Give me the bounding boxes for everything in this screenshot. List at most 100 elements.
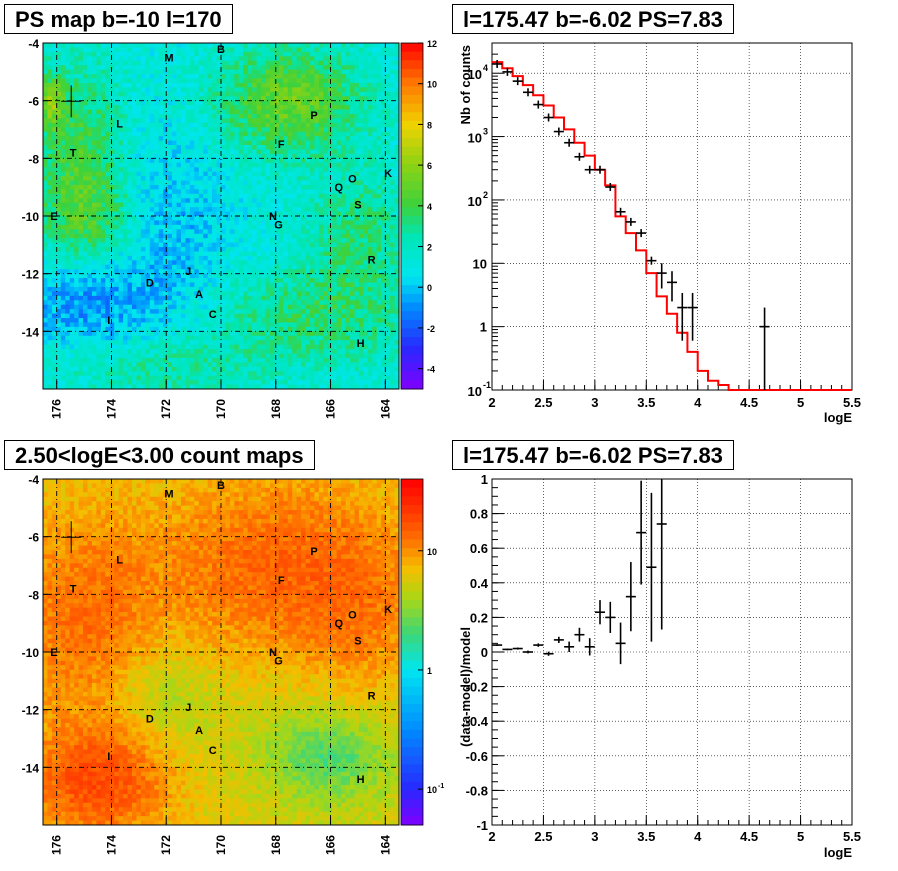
colorbar-segment	[401, 634, 423, 644]
colorbar-segment	[401, 172, 423, 182]
source-label-o: O	[348, 174, 357, 186]
data-point	[687, 292, 698, 341]
y-tick-label: -10	[22, 646, 40, 660]
y-tick-label: -4	[28, 37, 39, 51]
colorbar-segment	[401, 522, 423, 532]
source-label-j: J	[185, 266, 191, 278]
data-point	[595, 165, 605, 174]
colorbar-segment	[401, 241, 423, 252]
y-tick-label: 10	[468, 131, 482, 146]
colorbar-tick-label: 10	[427, 785, 437, 795]
colorbar-frame	[400, 478, 424, 826]
x-tick-label: 174	[104, 399, 118, 419]
x-tick-label: 176	[50, 399, 64, 419]
residual-point	[533, 643, 544, 647]
colorbar-segment	[401, 328, 423, 338]
source-label-g: G	[274, 656, 283, 668]
residual-point	[523, 650, 533, 654]
colorbar-segment	[401, 626, 423, 636]
colorbar-segment	[401, 738, 423, 748]
source-label-m: M	[164, 488, 173, 500]
source-label-i: I	[107, 315, 110, 327]
colorbar-segment	[401, 695, 423, 705]
colorbar-tick-exponent: -1	[438, 783, 444, 790]
source-label-b: B	[217, 480, 225, 492]
source-label-f: F	[278, 139, 285, 151]
colorbar-segment	[401, 781, 423, 791]
colorbar-segment	[401, 539, 423, 549]
data-point	[615, 207, 626, 216]
source-label-h: H	[357, 338, 365, 350]
source-label-c: C	[209, 745, 217, 757]
source-label-k: K	[384, 168, 392, 180]
source-label-k: K	[384, 604, 392, 616]
colorbar-segment	[401, 721, 423, 731]
colorbar-tick-label: 1	[427, 666, 432, 676]
count_map-grid	[43, 479, 399, 825]
colorbar-segment	[401, 319, 423, 329]
colorbar-segment	[401, 103, 423, 113]
x-tick-label: 166	[324, 835, 338, 855]
y-tick-label: -0.6	[466, 749, 488, 764]
colorbar-segment	[401, 608, 423, 618]
residual-point	[502, 648, 513, 651]
colorbar-segment	[401, 60, 423, 70]
spectrum-grid	[492, 43, 852, 390]
colorbar-segment	[401, 643, 423, 653]
data-point	[656, 263, 667, 289]
data-point	[759, 307, 770, 390]
source-label-j: J	[185, 702, 191, 714]
colorbar-tick-label: 4	[427, 202, 432, 212]
colorbar-segment	[401, 755, 423, 765]
source-label-r: R	[368, 254, 376, 266]
colorbar-segment	[401, 773, 423, 783]
ps_map-cells	[43, 43, 400, 390]
y-tick-label: 1	[481, 472, 488, 487]
source-label-a: A	[195, 725, 203, 737]
colorbar-segment	[401, 729, 423, 739]
colorbar-segment	[401, 807, 423, 817]
colorbar-tick-label: -4	[427, 365, 435, 375]
colorbar-segment	[401, 380, 423, 390]
colorbar-tick-label: 2	[427, 243, 432, 253]
source-label-o: O	[348, 610, 357, 622]
colorbar-segment	[401, 479, 423, 489]
colorbar-segment	[401, 302, 423, 312]
residual-point	[625, 562, 636, 632]
residual-grid	[492, 479, 852, 825]
ps_map-colorbar: 12 10 8 6 4 2 0 -2 -4	[400, 39, 437, 390]
residual-point	[636, 480, 647, 585]
source-label-t: T	[70, 584, 77, 596]
source-label-n: N	[269, 647, 277, 659]
colorbar-tick-label: 8	[427, 120, 432, 130]
colorbar-segment	[401, 337, 423, 347]
colorbar-segment	[401, 138, 423, 148]
colorbar-segment	[401, 600, 423, 610]
y-tick-exponent: 4	[483, 63, 488, 73]
spectrum-title: l=175.47 b=-6.02 PS=7.83	[452, 4, 734, 34]
colorbar-segment	[401, 363, 423, 373]
source-label-p: P	[310, 546, 317, 558]
data-point	[636, 229, 647, 238]
y-axis-label: Nb of counts	[458, 45, 473, 124]
x-tick-label: 174	[104, 835, 118, 855]
x-tick-label: 5	[797, 829, 804, 844]
data-point	[533, 100, 544, 109]
source-label-d: D	[146, 277, 154, 289]
source-label-b: B	[217, 44, 225, 56]
y-tick-label: -4	[28, 473, 39, 487]
x-tick-label: 5.5	[843, 829, 861, 844]
source-label-i: I	[107, 751, 110, 763]
y-tick-label: -14	[22, 761, 40, 775]
colorbar-segment	[401, 565, 423, 575]
x-tick-label: 4.5	[740, 395, 758, 410]
x-tick-label: 3	[591, 829, 598, 844]
source-label-c: C	[209, 309, 217, 321]
residual-point	[615, 622, 626, 665]
ps_map-grid	[43, 43, 399, 389]
colorbar-segment	[401, 259, 423, 269]
source-label-m: M	[164, 52, 173, 64]
colorbar-segment	[401, 181, 423, 191]
x-tick-label: 3.5	[637, 395, 655, 410]
